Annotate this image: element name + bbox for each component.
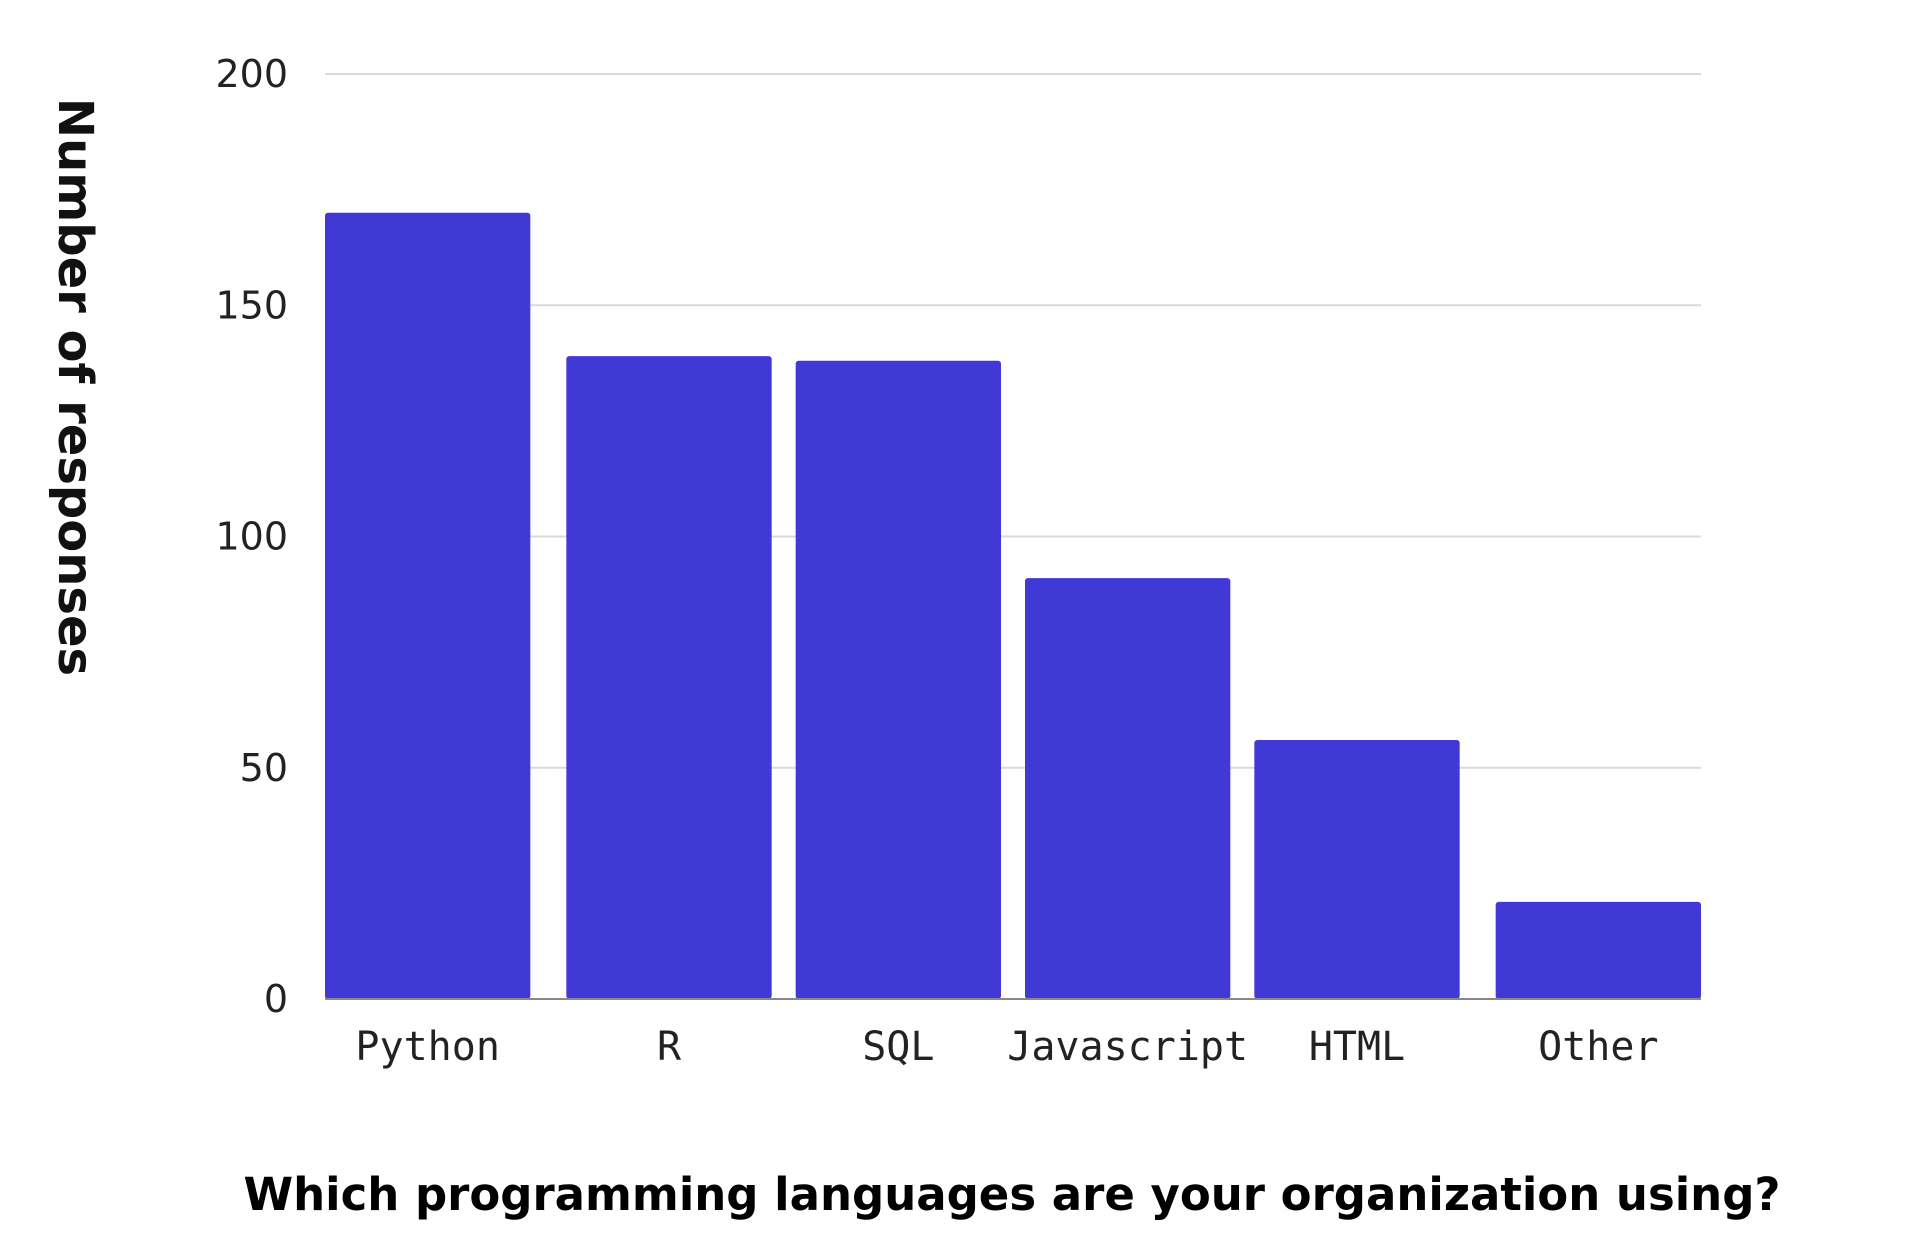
y-tick-labels: 0 50 100 150 200 (215, 52, 288, 1021)
y-tick-label: 0 (264, 977, 288, 1021)
x-tick-label: Other (1538, 1024, 1658, 1070)
bar-html (1254, 740, 1460, 999)
bar-r (566, 356, 772, 999)
y-tick-label: 200 (215, 52, 288, 96)
gridlines (325, 73, 1701, 769)
x-tick-label: Python (355, 1024, 500, 1070)
y-axis-label: Number of responses (47, 98, 103, 676)
bars (325, 212, 1701, 999)
x-tick-labels: Python R SQL Javascript HTML Other (355, 1024, 1658, 1070)
bar-javascript (1025, 578, 1231, 999)
x-tick-label: R (657, 1024, 682, 1070)
y-tick-label: 50 (240, 746, 288, 790)
x-tick-label: HTML (1309, 1024, 1405, 1070)
chart-title: Which programming languages are your org… (243, 1168, 1780, 1221)
x-tick-label: SQL (862, 1024, 934, 1070)
bar-sql (795, 360, 1001, 999)
y-tick-label: 100 (215, 515, 288, 559)
bar-python (325, 212, 531, 999)
y-tick-label: 150 (215, 283, 288, 327)
bar-other (1495, 901, 1701, 999)
x-tick-label: Javascript (1007, 1024, 1248, 1070)
